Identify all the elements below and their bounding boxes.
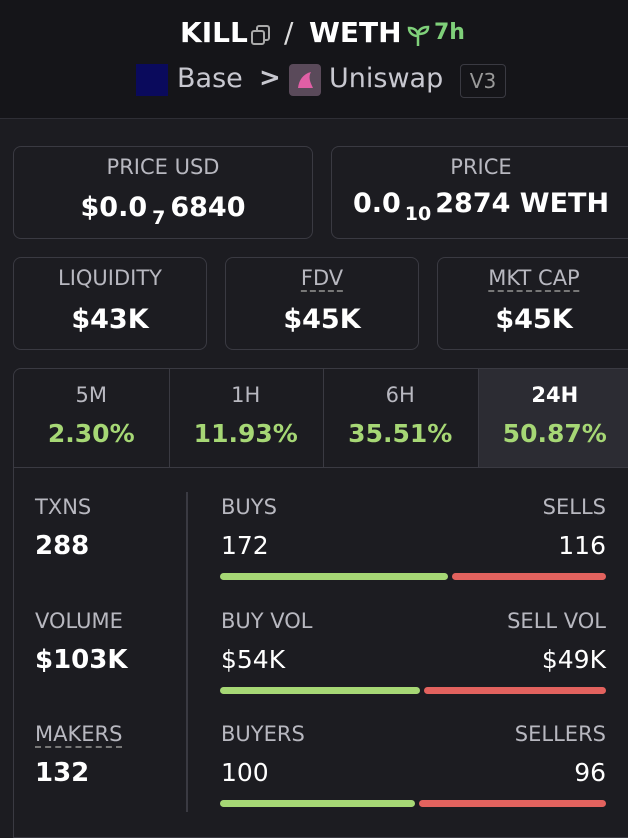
stat-value: $45K [283,304,360,335]
buy-label: BUYERS [221,722,305,746]
buy-label: BUY VOL [221,609,313,633]
sell-value: 116 [558,531,606,560]
pair-separator: / [284,16,293,49]
price-native-label: PRICE [450,155,511,179]
tab-label: 24H [531,383,578,407]
tab-change: 11.93% [194,419,298,448]
chain-icon [136,64,168,96]
buy-value: 172 [221,531,269,560]
sell-label: SELLERS [515,722,606,746]
dex-name[interactable]: Uniswap [329,63,443,94]
stat-label: LIQUIDITY [58,266,162,290]
buy-bar [220,687,420,694]
total-label: TXNS [35,495,91,519]
dex-version: V3 [460,64,506,98]
total-label: VOLUME [35,609,123,633]
total-label: MAKERS [35,722,122,748]
price-usd-label: PRICE USD [107,155,220,179]
dex-icon [289,64,321,96]
total-value: $103K [35,645,128,675]
price-zeros: 7 [152,207,165,229]
chain-name[interactable]: Base [177,63,243,94]
sell-value: 96 [574,758,606,787]
pair-age: 7h [434,20,465,45]
tab-change: 35.51% [348,419,452,448]
copy-icon[interactable] [250,24,272,46]
stat-value: $45K [495,304,572,335]
total-value: 132 [35,758,89,788]
buy-bar [220,573,448,580]
tab-change: 50.87% [503,419,607,448]
tab-label: 5M [76,383,107,407]
total-value: 288 [35,531,89,561]
tab-label: 1H [231,383,260,407]
sell-label: SELLS [543,495,606,519]
sell-bar [419,800,606,807]
quote-token[interactable]: WETH [309,16,402,49]
buy-label: BUYS [221,495,277,519]
price-digits: 6840 [170,192,245,223]
sell-value: $49K [542,645,606,674]
tab-change: 2.30% [48,419,135,448]
base-token[interactable]: KILL [180,16,248,49]
sell-bar [424,687,606,694]
breadcrumb-chevron: > [259,63,281,93]
tab-label: 6H [386,383,415,407]
column-divider [186,492,188,812]
price-zeros: 10 [405,203,431,225]
price-digits: 2874 WETH [435,188,609,219]
tab-divider [14,467,628,468]
price-prefix: 0.0 [353,188,401,219]
stat-label: MKT CAP [488,266,579,292]
sprout-icon [406,24,432,48]
stat-label: FDV [301,266,343,292]
stat-value: $43K [71,304,148,335]
sell-bar [452,573,606,580]
buy-value: $54K [221,645,285,674]
buy-value: 100 [221,758,269,787]
buy-bar [220,800,415,807]
price-prefix: $0.0 [80,192,147,223]
sell-label: SELL VOL [507,609,606,633]
